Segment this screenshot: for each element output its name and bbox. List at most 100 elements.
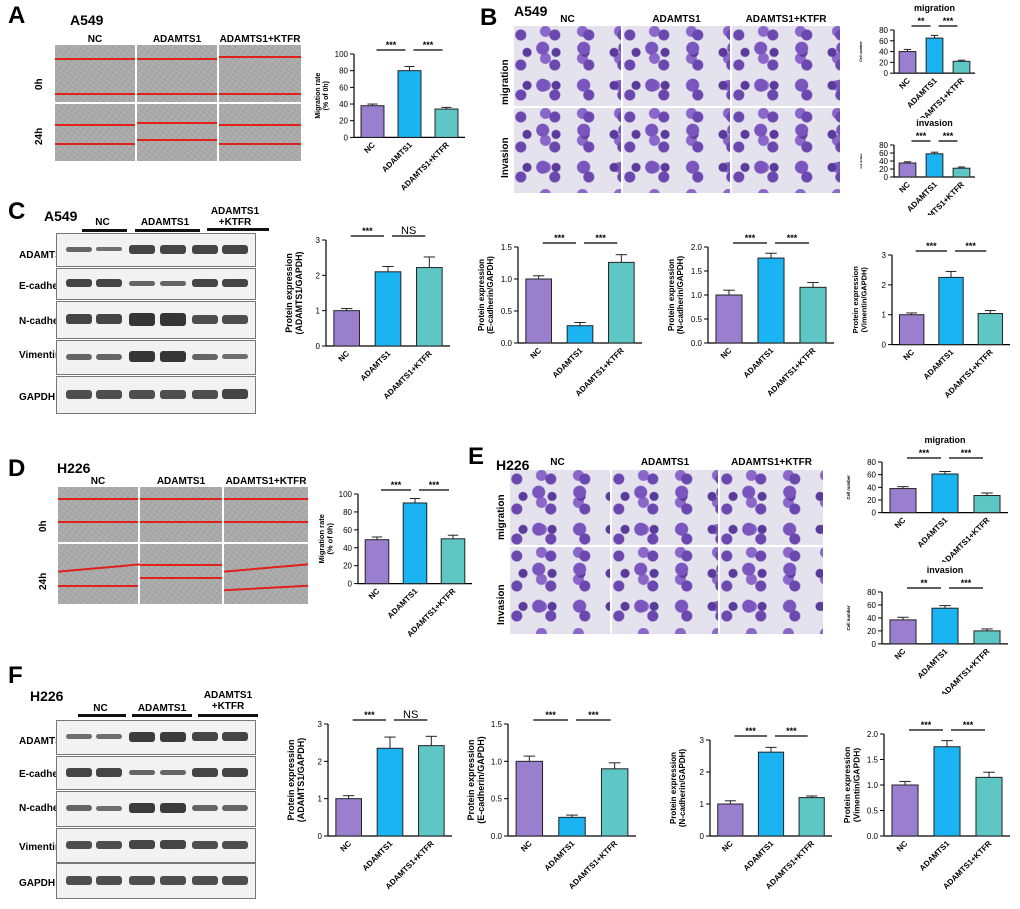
- blot-band: [96, 279, 122, 287]
- y-tick-label: 0: [884, 173, 889, 182]
- x-tick-label: NC: [902, 347, 917, 362]
- y-tick-label: 20: [343, 562, 352, 571]
- transwell-image: [510, 470, 610, 545]
- x-tick-label: NC: [337, 349, 352, 364]
- y-axis-label: Protein expression(N-cadherin/GAPDH): [669, 749, 687, 828]
- bar-adamts1-ktfr: [973, 630, 1001, 645]
- row-label-migration: migration: [496, 494, 507, 540]
- significance-label: ***: [921, 720, 932, 730]
- transwell-image: [720, 547, 823, 634]
- significance-label: NS: [401, 225, 416, 237]
- x-tick-label: NC: [895, 839, 910, 854]
- y-tick-label: 1.5: [691, 267, 703, 276]
- protein-label: ADAMTS1: [19, 736, 68, 747]
- y-axis-label: Cell number: [859, 153, 863, 168]
- blot-band: [66, 805, 92, 811]
- scratch-image: [55, 104, 135, 161]
- blot-band: [222, 315, 248, 324]
- blot-band: [222, 768, 248, 777]
- protein-label: N-cadherin: [19, 803, 72, 814]
- y-tick-label: 100: [339, 490, 353, 499]
- cell-line-f: H226: [30, 688, 64, 704]
- y-axis-label: Protein expression(N-cadherin/GAPDH): [667, 256, 685, 335]
- significance-label: ***: [786, 726, 797, 736]
- bar-adamts1: [376, 747, 404, 837]
- y-axis-label: Migration rate(% of 0h): [315, 73, 330, 119]
- y-tick-label: 100: [335, 50, 349, 59]
- significance-label: ***: [961, 448, 972, 458]
- significance-label: ***: [943, 131, 954, 141]
- blot-band: [192, 354, 218, 360]
- blot-band: [129, 876, 155, 885]
- y-tick-label: 60: [343, 526, 352, 535]
- y-tick-label: 0.0: [867, 832, 879, 841]
- transwell-image: [514, 108, 621, 193]
- blot-band: [66, 354, 92, 360]
- blot-band: [192, 245, 218, 254]
- significance-label: ***: [364, 710, 375, 720]
- blot-band: [96, 841, 122, 849]
- lane-label-adamts1: ADAMTS1: [137, 703, 187, 714]
- bar-adamts1-ktfr: [975, 776, 1003, 837]
- blot-band: [96, 314, 122, 324]
- y-tick-label: 0: [882, 341, 887, 350]
- x-tick-label: ADAMTS1: [922, 347, 956, 381]
- bar-adamts1: [925, 37, 944, 74]
- col-label-nc: NC: [550, 457, 565, 468]
- y-tick-label: 0.5: [691, 315, 703, 324]
- scratch-image: [140, 544, 222, 604]
- significance-label: ***: [391, 480, 402, 490]
- significance-label: ***: [943, 16, 954, 26]
- blot-band: [222, 805, 248, 811]
- chart-c-vimentin: Protein expression(Vimentin/GAPDH) 0 1 2 3 NC…: [851, 241, 1010, 400]
- x-tick-label: NC: [529, 346, 544, 361]
- blot-band: [222, 841, 248, 849]
- significance-label: ***: [916, 131, 927, 141]
- blot-band: [66, 768, 92, 777]
- transwell-image: [612, 547, 718, 634]
- blot-band: [129, 732, 155, 742]
- bar-adamts1: [933, 746, 961, 837]
- blot-band: [66, 390, 92, 399]
- chart-title: invasion: [916, 118, 953, 128]
- significance-label: ***: [429, 480, 440, 490]
- y-tick-label: 80: [343, 508, 352, 517]
- y-tick-label: 40: [339, 100, 348, 109]
- significance-label: ***: [961, 578, 972, 588]
- y-tick-label: 80: [339, 67, 348, 76]
- bar-adamts1: [757, 751, 785, 837]
- bar-adamts1: [397, 70, 422, 138]
- y-tick-label: 3: [318, 720, 323, 729]
- y-tick-label: 40: [879, 48, 888, 57]
- y-tick-label: 1: [882, 311, 887, 320]
- panel-label-d: D: [8, 455, 26, 482]
- blot-band: [222, 279, 248, 287]
- blot-band: [192, 315, 218, 324]
- scratch-image: [137, 104, 217, 161]
- transwell-image: [623, 26, 730, 106]
- col-label-nc: NC: [87, 34, 103, 45]
- row-label-0h: 0h: [38, 520, 49, 532]
- panel-label-f: F: [8, 662, 23, 689]
- bar-nc: [717, 803, 744, 837]
- bar-nc: [898, 314, 925, 346]
- row-label-migration: migration: [500, 59, 511, 105]
- y-axis-label: Cell number: [846, 475, 851, 500]
- bar-adamts1: [402, 502, 428, 585]
- protein-label: ADAMTS1: [19, 250, 68, 261]
- y-tick-label: 0.0: [491, 832, 503, 841]
- y-tick-label: 0.5: [491, 795, 503, 804]
- blot-band: [66, 734, 92, 739]
- col-label-adamts1: ADAMTS1: [640, 457, 690, 468]
- bar-adamts1-ktfr: [952, 167, 971, 178]
- blot-band: [129, 245, 155, 254]
- bar-adamts1-ktfr: [608, 261, 635, 344]
- blot-band: [192, 732, 218, 741]
- y-tick-label: 1: [316, 307, 321, 316]
- panel-label-e: E: [468, 443, 485, 470]
- scratch-image: [137, 45, 217, 102]
- blot-band: [160, 390, 186, 399]
- y-tick-label: 0: [872, 640, 877, 649]
- significance-label: ***: [745, 726, 756, 736]
